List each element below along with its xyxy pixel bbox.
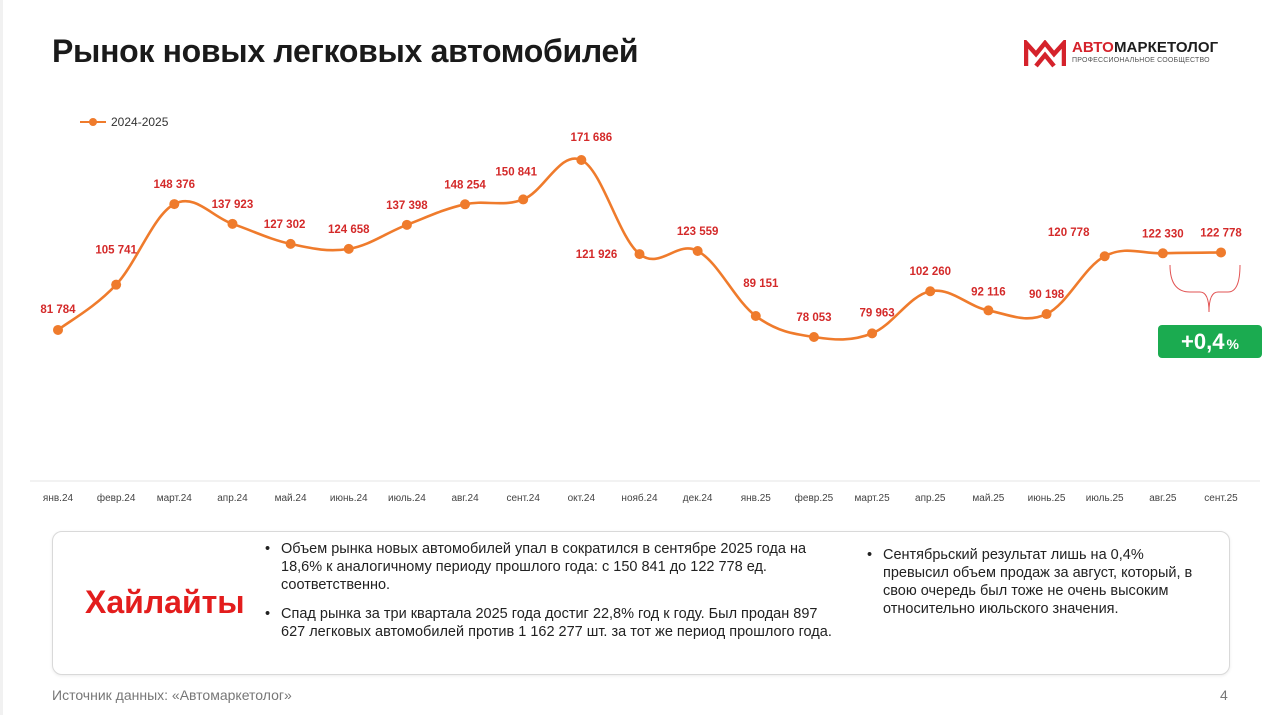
- data-label: 78 053: [796, 312, 831, 324]
- data-label: 148 254: [444, 179, 486, 191]
- left-edge-rule: [0, 0, 3, 715]
- logo-mark-icon: [1024, 40, 1066, 68]
- data-label: 81 784: [40, 304, 76, 316]
- data-point: [1099, 251, 1110, 262]
- data-label: 120 778: [1048, 227, 1090, 239]
- data-label: 148 376: [154, 179, 196, 191]
- x-tick-label: авг.24: [451, 493, 479, 504]
- x-tick-label: май.25: [972, 493, 1004, 504]
- data-label: 150 841: [495, 166, 537, 178]
- highlight-item: Спад рынка за три квартала 2025 года дос…: [261, 605, 843, 641]
- x-tick-label: янв.24: [43, 493, 74, 504]
- data-point: [343, 243, 354, 254]
- data-point: [1041, 309, 1052, 320]
- highlight-item: Сентябрьский результат лишь на 0,4% прев…: [863, 546, 1213, 618]
- data-point: [634, 249, 645, 260]
- data-label: 89 151: [743, 278, 779, 290]
- data-point: [401, 219, 412, 230]
- x-tick-label: июнь.25: [1028, 493, 1066, 504]
- x-tick-label: июль.24: [388, 493, 426, 504]
- data-point: [285, 238, 296, 249]
- brand-logo: АВТОМАРКЕТОЛОГ ПРОФЕССИОНАЛЬНОЕ СООБЩЕСТ…: [1024, 38, 1244, 72]
- data-point: [867, 328, 878, 339]
- data-label: 122 330: [1142, 228, 1184, 240]
- x-tick-label: июнь.24: [330, 493, 368, 504]
- logo-name-accent: АВТО: [1072, 39, 1114, 56]
- data-point: [983, 305, 994, 316]
- highlights-list-right: Сентябрьский результат лишь на 0,4% прев…: [863, 546, 1213, 618]
- data-label: 124 658: [328, 224, 370, 236]
- data-point: [1157, 248, 1168, 259]
- data-point: [460, 199, 471, 210]
- data-point: [925, 286, 936, 297]
- highlights-title: Хайлайты: [85, 584, 245, 620]
- x-tick-label: май.24: [275, 493, 307, 504]
- data-label: 123 559: [677, 226, 719, 238]
- x-tick-label: июль.25: [1086, 493, 1124, 504]
- data-source: Источник данных: «Автомаркетолог»: [52, 687, 292, 703]
- data-point: [808, 332, 819, 342]
- data-label: 171 686: [571, 132, 613, 144]
- data-point: [518, 194, 529, 205]
- x-tick-label: дек.24: [683, 493, 713, 504]
- legend-dot-swatch: [89, 118, 97, 126]
- logo-name-rest: МАРКЕТОЛОГ: [1113, 39, 1219, 56]
- data-label: 105 741: [95, 245, 137, 257]
- x-tick-label: март.25: [855, 493, 891, 504]
- data-point: [111, 279, 122, 290]
- data-point: [576, 155, 587, 165]
- change-unit: %: [1226, 336, 1239, 352]
- data-point: [53, 324, 63, 335]
- data-point: [750, 311, 761, 322]
- x-tick-label: февр.24: [97, 492, 136, 504]
- data-label: 137 398: [386, 200, 428, 212]
- x-tick-label: нояб.24: [621, 492, 658, 504]
- data-label: 92 116: [971, 286, 1006, 298]
- data-point: [169, 199, 180, 210]
- x-tick-label: февр.25: [795, 492, 834, 504]
- x-tick-label: сент.25: [1204, 493, 1238, 504]
- x-tick-label: окт.24: [568, 493, 596, 504]
- data-point: [1216, 247, 1226, 258]
- page-title: Рынок новых легковых автомобилей: [52, 33, 639, 69]
- highlights-list-left: Объем рынка новых автомобилей упал в сок…: [261, 540, 843, 641]
- logo-name: АВТОМАРКЕТОЛОГ: [1072, 39, 1218, 56]
- data-label: 121 926: [576, 249, 618, 261]
- page-number: 4: [1220, 687, 1228, 703]
- data-point: [227, 218, 238, 229]
- x-tick-label: март.24: [157, 493, 193, 504]
- data-label: 137 923: [212, 199, 254, 211]
- legend-label: 2024-2025: [111, 115, 169, 129]
- data-label: 127 302: [264, 219, 306, 231]
- bracket-annotation: [1169, 264, 1241, 313]
- data-label: 122 778: [1200, 227, 1242, 239]
- logo-subtitle: ПРОФЕССИОНАЛЬНОЕ СООБЩЕСТВО: [1072, 57, 1210, 64]
- highlight-item: Объем рынка новых автомобилей упал в сок…: [261, 540, 843, 594]
- data-point: [692, 245, 703, 256]
- highlights-panel: Хайлайты Объем рынка новых автомобилей у…: [52, 531, 1230, 675]
- change-badge: +0,4%: [1158, 325, 1262, 358]
- data-label: 79 963: [860, 307, 895, 319]
- x-tick-label: апр.24: [217, 493, 248, 504]
- x-tick-label: авг.25: [1149, 493, 1177, 504]
- x-tick-label: апр.25: [915, 493, 946, 504]
- data-label: 90 198: [1029, 289, 1065, 301]
- data-label: 102 260: [909, 266, 951, 278]
- x-tick-label: сент.24: [506, 493, 540, 504]
- change-value: +0,4: [1181, 329, 1225, 354]
- line-chart: 81 784 105 741 148 376 137 923 127 302 124 65…: [30, 132, 1260, 504]
- x-tick-label: янв.25: [741, 493, 772, 504]
